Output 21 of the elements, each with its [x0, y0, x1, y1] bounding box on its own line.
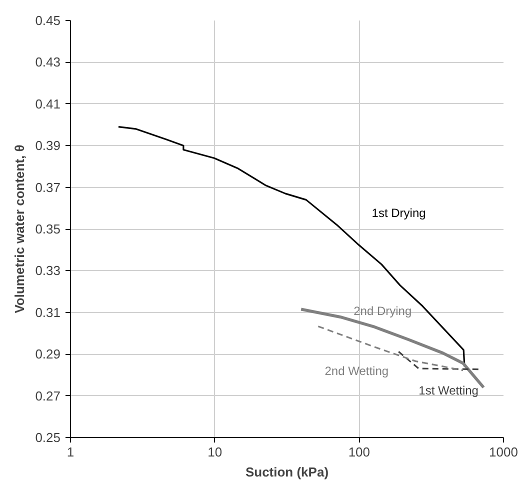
y-tick-label: 0.43 [35, 54, 61, 70]
series-label: 1st Wetting [418, 383, 478, 398]
y-tick-label: 0.45 [35, 13, 61, 28]
y-tick-label: 0.41 [35, 96, 61, 112]
series-label: 2nd Wetting [324, 364, 389, 378]
x-axis-title: Suction (kPa) [245, 464, 329, 480]
y-tick-label: 0.31 [35, 304, 61, 320]
text: 1st Drying [372, 206, 426, 220]
y-tick-label: 0.25 [35, 430, 61, 445]
y-axis-title: Volumetric water content, θ [12, 144, 28, 314]
x-tick-label: 100 [348, 444, 370, 460]
x-tick-label: 1000 [489, 444, 518, 460]
series-label: 2nd Drying [354, 304, 412, 318]
y-tick-label: 0.39 [35, 138, 61, 154]
y-tick-label: 0.27 [35, 388, 61, 404]
x-tick-label: 1 [66, 444, 74, 460]
y-tick-label: 0.33 [35, 263, 61, 278]
y-tick-label: 0.35 [35, 222, 61, 236]
y-tick-label: 0.37 [35, 180, 61, 195]
y-tick-label: 0.29 [35, 346, 61, 362]
x-tick-label: 10 [208, 444, 222, 460]
